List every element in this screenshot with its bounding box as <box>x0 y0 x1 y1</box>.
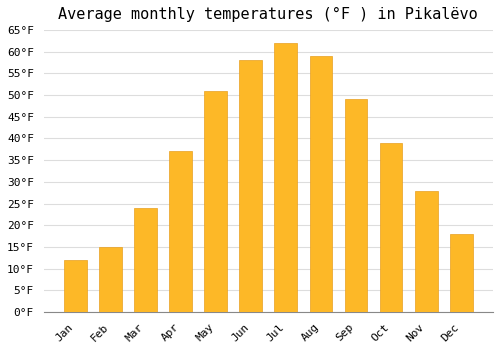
Title: Average monthly temperatures (°F ) in Pikalёvo: Average monthly temperatures (°F ) in Pi… <box>58 7 478 22</box>
Bar <box>64 260 87 312</box>
Bar <box>450 234 472 312</box>
Bar <box>240 61 262 312</box>
Bar <box>204 91 227 312</box>
Bar <box>274 43 297 312</box>
Bar <box>344 99 368 312</box>
Bar <box>170 152 192 312</box>
Bar <box>415 190 438 312</box>
Bar <box>380 143 402 312</box>
Bar <box>99 247 122 312</box>
Bar <box>134 208 157 312</box>
Bar <box>310 56 332 312</box>
